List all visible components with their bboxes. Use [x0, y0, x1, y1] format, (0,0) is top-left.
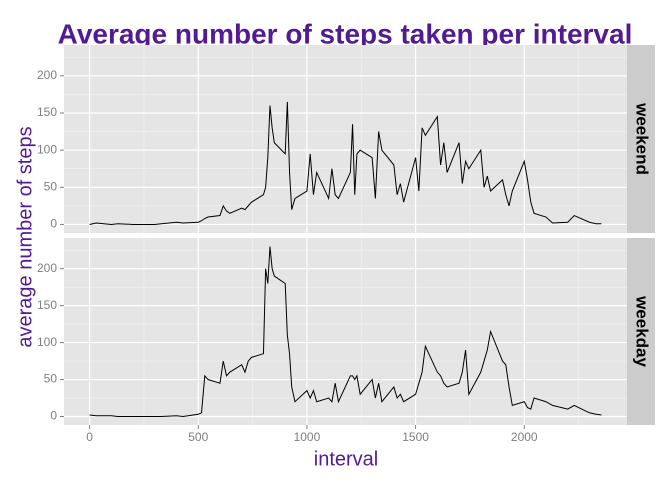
x-tick-label: 1500	[402, 430, 429, 444]
x-tick-label: 0	[86, 430, 93, 444]
facet-label: weekend	[633, 102, 652, 175]
panel-background	[64, 45, 627, 233]
panel-background	[64, 238, 627, 425]
x-tick-label: 500	[188, 430, 208, 444]
y-tick-label: 50	[44, 179, 58, 193]
line	[89, 101, 602, 225]
facet-strip	[627, 45, 655, 233]
x-tick-label: 2000	[511, 430, 538, 444]
facet-strip	[627, 238, 655, 425]
x-axis-label: interval	[314, 448, 378, 470]
y-tick-label: 150	[37, 105, 57, 119]
y-tick-label: 100	[37, 335, 57, 349]
y-tick-label: 50	[44, 372, 58, 386]
y-axis-label: average number of steps	[14, 126, 36, 347]
y-tick-label: 200	[37, 261, 57, 275]
chart-title: Average number of steps taken per interv…	[58, 18, 633, 49]
x-tick-label: 1000	[294, 430, 321, 444]
y-tick-label: 200	[37, 68, 57, 82]
y-tick-label: 0	[50, 409, 57, 423]
line	[89, 246, 602, 418]
y-tick-label: 100	[37, 142, 57, 156]
y-tick-label: 150	[37, 298, 57, 312]
y-tick-label: 0	[50, 217, 57, 231]
facet-label: weekday	[633, 295, 652, 367]
